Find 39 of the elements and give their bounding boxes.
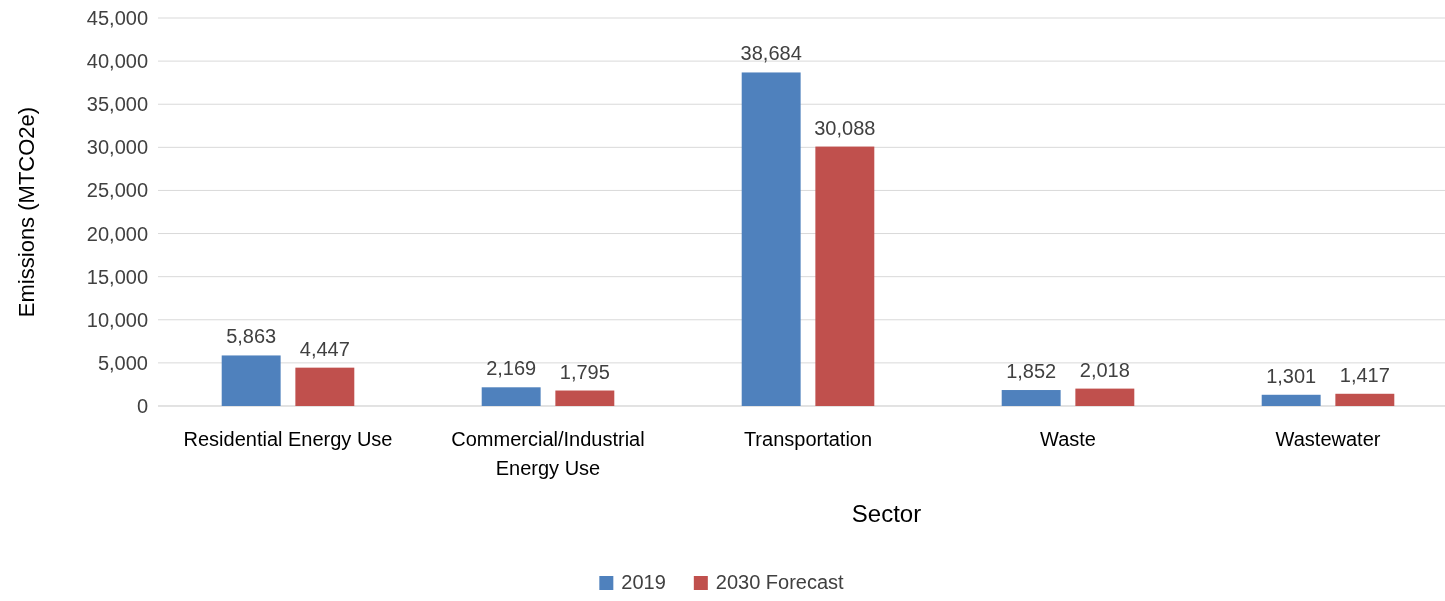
- bar: [1075, 388, 1135, 406]
- x-tick-label: Waste: [1040, 428, 1096, 450]
- bar: [1335, 393, 1395, 406]
- data-label: 30,088: [814, 116, 876, 139]
- data-label: 1,417: [1339, 363, 1390, 386]
- y-tick-label: 20,000: [86, 222, 148, 245]
- y-tick-label: 40,000: [86, 50, 148, 73]
- data-label: 1,852: [1006, 360, 1057, 383]
- bar: [741, 72, 801, 406]
- legend-label: 2019: [621, 571, 666, 593]
- y-tick-label: 10,000: [86, 308, 148, 331]
- y-tick-label: 0: [136, 395, 148, 417]
- y-tick-label: 30,000: [86, 136, 148, 159]
- y-tick-label: 15,000: [86, 265, 148, 288]
- data-label: 5,863: [226, 325, 277, 348]
- x-tick-label: Transportation: [743, 428, 873, 450]
- x-axis-title: Sector: [851, 500, 922, 527]
- data-label: 38,684: [740, 42, 802, 65]
- y-tick-label: 5,000: [97, 351, 148, 374]
- x-tick-label: Residential Energy Use: [183, 428, 393, 450]
- bar: [1261, 394, 1321, 406]
- data-label: 1,301: [1266, 364, 1317, 387]
- y-tick-label: 25,000: [86, 179, 148, 202]
- data-label: 2,018: [1079, 358, 1130, 381]
- y-tick-label: 35,000: [86, 93, 148, 116]
- bar: [221, 355, 281, 406]
- bar: [295, 367, 355, 406]
- bar: [481, 387, 541, 406]
- data-label: 2,169: [486, 357, 537, 380]
- bar: [815, 146, 875, 406]
- y-tick-label: 45,000: [86, 7, 148, 29]
- data-label: 4,447: [299, 337, 350, 360]
- y-axis-title: Emissions (MTCO2e): [14, 106, 39, 318]
- bar: [555, 390, 615, 406]
- data-label: 1,795: [559, 360, 610, 383]
- x-tick-label: Wastewater: [1275, 428, 1381, 450]
- legend-label: 2030 Forecast: [715, 571, 845, 593]
- bar: [1001, 390, 1061, 406]
- x-tick-label: Commercial/Industrial Energy Use: [451, 428, 645, 479]
